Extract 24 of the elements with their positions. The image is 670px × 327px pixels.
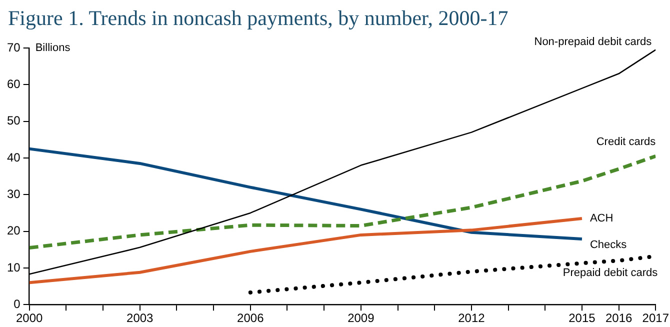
line-series — [29, 154, 656, 250]
y-tick-label: 50 — [6, 114, 21, 128]
series-label: Checks — [590, 239, 628, 252]
y-tick-label: 10 — [6, 260, 21, 274]
y-tick-label: 0 — [14, 296, 21, 311]
x-tick-label: 2012 — [458, 311, 486, 326]
y-tick-label: 40 — [6, 150, 21, 164]
series-label: Credit cards — [596, 136, 656, 148]
series-label: ACH — [590, 212, 614, 224]
y-tick-label: 30 — [6, 186, 21, 201]
y-tick-label: 70 — [6, 40, 21, 54]
series-label: Prepaid debit cards — [562, 267, 658, 280]
x-tick-label: 2016 — [605, 311, 632, 326]
chart-title: Figure 1. Trends in noncash payments, by number, 2000-17 — [8, 6, 508, 31]
series-label: Non-prepaid debit cards — [534, 36, 652, 48]
x-tick-label: 2003 — [126, 311, 154, 326]
y-axis-title: Billions — [35, 42, 71, 54]
x-tick-label: 2006 — [237, 311, 264, 326]
y-tick-label: 20 — [6, 224, 21, 238]
y-tick-label: 60 — [6, 76, 21, 91]
x-tick-label: 2009 — [348, 311, 375, 326]
x-tick-label: 2015 — [568, 311, 596, 326]
x-tick-label: 2017 — [642, 311, 670, 326]
x-tick-label: 2000 — [16, 311, 44, 326]
